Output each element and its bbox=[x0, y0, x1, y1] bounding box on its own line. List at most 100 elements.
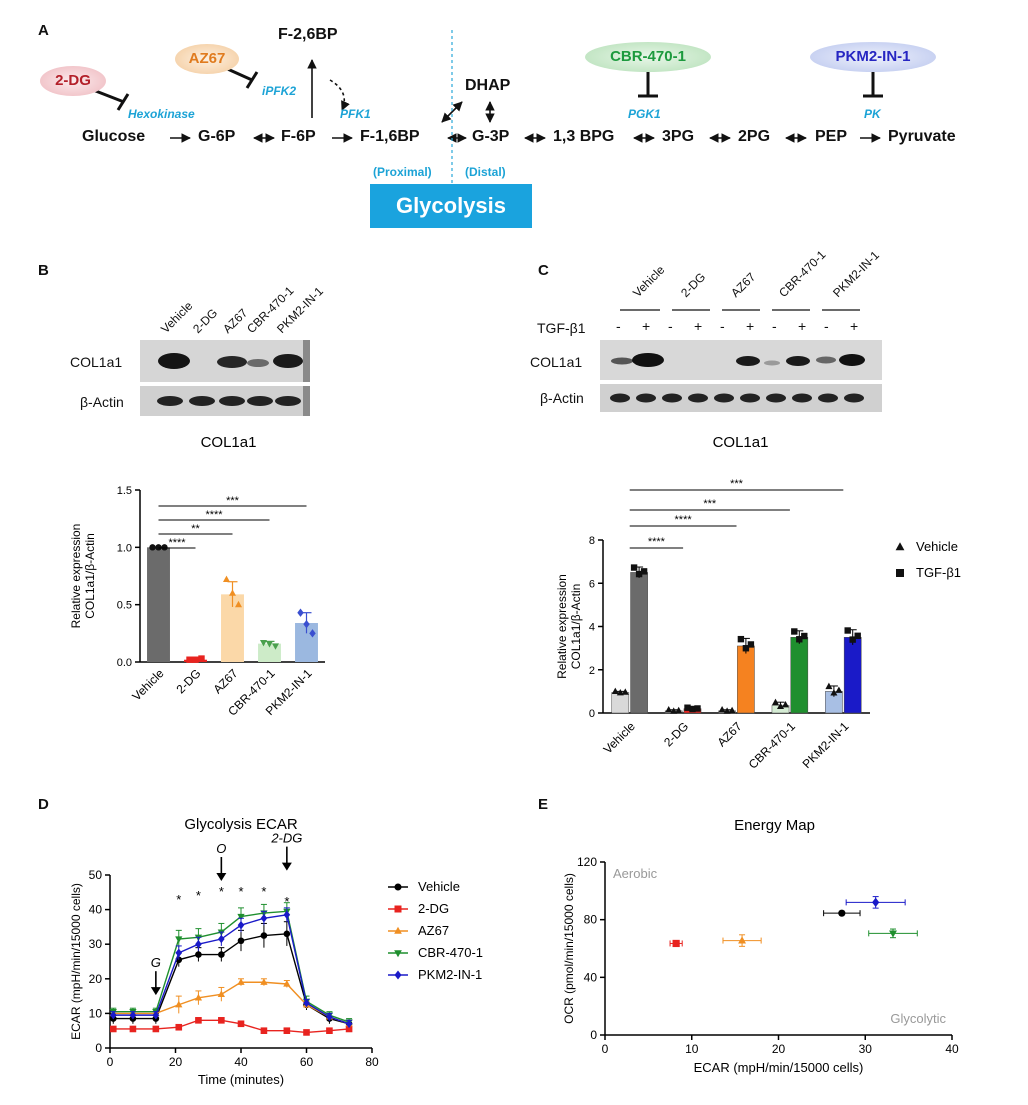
chart-b-ylabel: Relative expression bbox=[69, 524, 83, 629]
metabolite-g3p: G-3P bbox=[472, 128, 510, 145]
tgf-sign: + bbox=[798, 318, 807, 334]
chart-d-ytick-label: 10 bbox=[89, 1006, 103, 1020]
chart-d-legend-marker bbox=[394, 950, 402, 958]
chart-c-point bbox=[635, 570, 643, 578]
chart-c-ytick-label: 2 bbox=[589, 665, 595, 677]
tgf-sign: - bbox=[772, 318, 777, 334]
chart-d-xtick-label: 40 bbox=[234, 1055, 248, 1069]
chart-c-sig-label: *** bbox=[730, 478, 744, 490]
chart-c-bar bbox=[843, 637, 862, 714]
chart-c-point bbox=[675, 706, 683, 714]
chart-e-ytick-label: 40 bbox=[584, 970, 598, 984]
chart-d-injection-arrowhead bbox=[150, 987, 161, 996]
chart-c-point bbox=[611, 687, 619, 695]
chart-d-point bbox=[283, 930, 291, 938]
chart-b-point bbox=[222, 575, 231, 582]
metabolite-13bpg: 1,3 BPG bbox=[553, 128, 615, 145]
blot-b-lane-az67: AZ67 bbox=[220, 305, 251, 336]
chart-d-point bbox=[260, 1027, 268, 1034]
chart-d-point bbox=[283, 980, 291, 987]
chart-c-point bbox=[801, 632, 808, 640]
panel-b-label: B bbox=[38, 262, 49, 279]
chart-b-xtick-label: Vehicle bbox=[129, 666, 166, 703]
metabolite-g6p: G-6P bbox=[198, 128, 236, 145]
chart-c-bar bbox=[611, 692, 630, 714]
chart-e-ytick-label: 80 bbox=[584, 913, 598, 927]
chart-b-point bbox=[265, 641, 274, 648]
chart-d-xlabel: Time (minutes) bbox=[198, 1072, 284, 1087]
chart-b-sig-label: *** bbox=[226, 495, 240, 507]
chart-b-title: COL1a1 bbox=[201, 434, 257, 451]
panel-a-arrows bbox=[87, 30, 883, 190]
chart-c-point bbox=[854, 632, 861, 639]
chart-e-title: Energy Map bbox=[734, 817, 815, 834]
chart-b-point bbox=[309, 629, 316, 638]
chart-e-xtick-label: 20 bbox=[772, 1042, 786, 1056]
chart-d-point bbox=[283, 910, 291, 920]
chart-d-point bbox=[218, 934, 225, 944]
chart-b-point bbox=[186, 656, 193, 663]
chart-d-point bbox=[129, 1025, 137, 1033]
chart-b-point bbox=[198, 655, 205, 662]
chart-e-aerobic-label: Aerobic bbox=[613, 866, 658, 881]
chart-d-point bbox=[195, 951, 202, 958]
chart-d-point bbox=[175, 1000, 183, 1008]
chart-b-ytick-label: 0.0 bbox=[117, 657, 132, 669]
arrow-f16bp-dhap bbox=[441, 101, 463, 123]
chart-c-point bbox=[684, 704, 691, 711]
tgf-sign: - bbox=[616, 318, 621, 334]
chart-d-point bbox=[129, 1010, 137, 1020]
chart-c-point bbox=[796, 636, 803, 643]
chart-c-point bbox=[830, 689, 838, 696]
enzyme-pfk1: PFK1 bbox=[340, 107, 371, 121]
chart-d-point bbox=[237, 920, 245, 930]
chart-d-injection-label: O bbox=[216, 841, 226, 856]
chart-d-point bbox=[152, 1025, 160, 1033]
chart-d-ytick-label: 40 bbox=[89, 903, 103, 917]
chart-c-bar bbox=[737, 645, 755, 714]
chart-c-ytick-label: 6 bbox=[589, 578, 595, 590]
inhibitor-cbr470-oval: CBR-470-1 bbox=[585, 42, 711, 72]
tgf-sign: - bbox=[824, 318, 829, 334]
chart-d-ecar: Glycolysis ECAR 0 10 20 30 40 50 0 20 40 60 80 Time … bbox=[69, 816, 483, 1087]
chart-d-line bbox=[113, 981, 350, 1025]
chart-e-point bbox=[738, 936, 747, 944]
blot-b-lane-vehicle: Vehicle bbox=[158, 298, 196, 336]
chart-c-ylabel: Relative expression bbox=[555, 574, 569, 679]
chart-c-point bbox=[849, 636, 856, 643]
blot-c-row-actin: β-Actin bbox=[540, 390, 584, 406]
chart-d-point bbox=[345, 1019, 353, 1029]
chart-c-point bbox=[776, 702, 785, 709]
chart-d-title: Glycolysis ECAR bbox=[184, 816, 298, 833]
chart-e-point bbox=[838, 909, 846, 917]
chart-d-ytick-label: 50 bbox=[89, 868, 103, 882]
chart-c-point bbox=[844, 627, 851, 634]
chart-c-point bbox=[665, 706, 673, 713]
chart-b-point bbox=[192, 656, 199, 663]
chart-e-point bbox=[672, 939, 680, 948]
metabolite-pep: PEP bbox=[815, 128, 848, 145]
chart-e-ylabel: OCR (pmol/min/15000 cells) bbox=[562, 873, 576, 1024]
blot-c-lane-vehicle: Vehicle bbox=[630, 262, 668, 300]
chart-d-line bbox=[113, 1019, 350, 1034]
tgf-sign: + bbox=[694, 318, 703, 334]
chart-c-point bbox=[771, 698, 780, 706]
chart-d-legend-label: PKM2-IN-1 bbox=[418, 967, 482, 982]
chart-b-ytick-label: 0.5 bbox=[117, 600, 132, 612]
chart-b-point bbox=[303, 620, 310, 629]
chart-c-legend-label: TGF-β1 bbox=[916, 565, 961, 580]
chart-d-legend-marker bbox=[394, 905, 402, 913]
chart-d-injection-label: 2-DG bbox=[270, 831, 302, 846]
panel-c-label: C bbox=[538, 262, 549, 279]
panel-d-label: D bbox=[38, 796, 49, 813]
chart-d-ylabel: ECAR (mpH/min/15000 cells) bbox=[69, 883, 83, 1040]
chart-d-asterisk: * bbox=[238, 884, 243, 899]
metabolite-f16bp: F-1,6BP bbox=[360, 128, 420, 145]
chart-b-point bbox=[155, 544, 162, 551]
tgf-sign: + bbox=[850, 318, 859, 334]
chart-d-point bbox=[237, 978, 245, 985]
chart-d-legend-marker bbox=[394, 970, 402, 980]
chart-b-sig-label: **** bbox=[205, 509, 223, 521]
blot-c-lane-az67: AZ67 bbox=[728, 269, 759, 300]
chart-b-sig-label: ** bbox=[191, 523, 200, 535]
